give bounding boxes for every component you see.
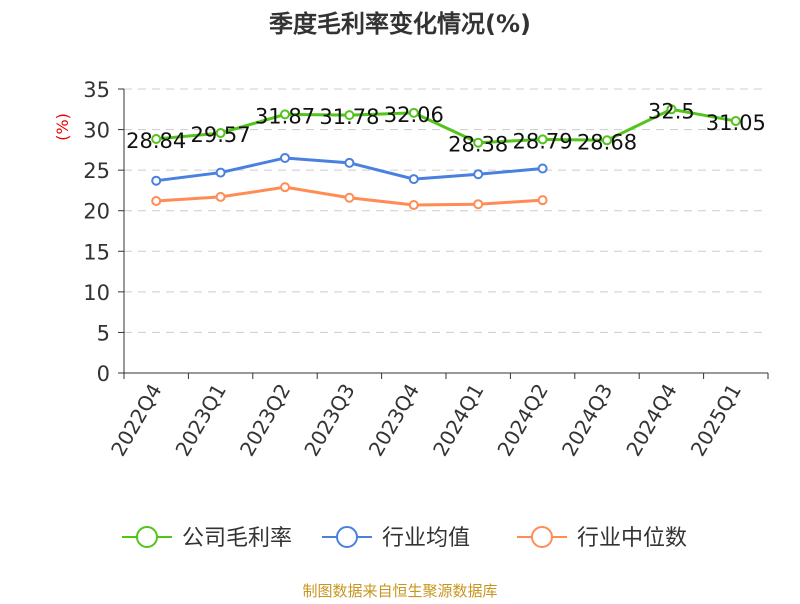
footer-source: 制图数据来自恒生聚源数据库: [302, 582, 497, 600]
data-point[interactable]: [151, 133, 162, 144]
x-tick-label: 2023Q1: [170, 380, 230, 461]
x-tick-label: 2023Q2: [235, 380, 295, 461]
legend-marker[interactable]: [336, 526, 358, 548]
data-point[interactable]: [473, 199, 484, 210]
y-tick-label: 20: [83, 200, 110, 224]
data-point[interactable]: [537, 163, 548, 174]
data-point[interactable]: [473, 169, 484, 180]
x-tick-label: 2024Q2: [492, 380, 552, 461]
data-label: 32.5: [648, 99, 695, 123]
x-tick-label: 2022Q4: [106, 380, 166, 461]
data-label: 28.84: [126, 129, 186, 153]
data-point[interactable]: [344, 192, 355, 203]
data-point[interactable]: [408, 200, 419, 211]
data-point[interactable]: [537, 134, 548, 145]
y-tick-label: 5: [97, 321, 110, 345]
data-point[interactable]: [408, 107, 419, 118]
data-point[interactable]: [151, 195, 162, 206]
x-tick-label: 2024Q4: [621, 380, 681, 461]
data-point[interactable]: [602, 135, 612, 146]
y-axis-label: (%): [53, 113, 72, 141]
legend-label[interactable]: 行业均值: [382, 526, 470, 551]
series-line: [156, 107, 737, 145]
data-point[interactable]: [280, 182, 290, 193]
data-point[interactable]: [215, 191, 226, 202]
data-label: 32.06: [384, 103, 444, 127]
data-point[interactable]: [215, 167, 226, 178]
data-label: 29.57: [191, 123, 251, 147]
legend-marker[interactable]: [531, 526, 553, 548]
x-tick-label: 2023Q4: [364, 380, 424, 461]
y-tick-label: 30: [83, 119, 110, 143]
data-label: 28.68: [577, 130, 637, 154]
data-label: 28.38: [448, 133, 508, 157]
data-point[interactable]: [344, 110, 355, 121]
data-point[interactable]: [666, 104, 677, 115]
y-tick-label: 35: [83, 78, 110, 102]
data-label: 31.87: [255, 104, 315, 128]
data-point[interactable]: [537, 195, 548, 206]
data-point[interactable]: [473, 137, 484, 148]
y-tick-label: 15: [83, 240, 110, 264]
data-point[interactable]: [215, 128, 226, 139]
data-point[interactable]: [151, 175, 162, 186]
data-label: 31.05: [706, 111, 766, 135]
data-label: 31.78: [319, 105, 379, 129]
data-point[interactable]: [280, 152, 290, 163]
data-label: 28.79: [513, 129, 573, 153]
x-tick-label: 2024Q3: [557, 380, 617, 461]
y-tick-label: 0: [97, 362, 110, 386]
x-tick-label: 2025Q1: [686, 380, 746, 461]
legend-label[interactable]: 行业中位数: [577, 526, 687, 551]
x-tick-label: 2024Q1: [428, 380, 488, 461]
data-point[interactable]: [730, 116, 741, 127]
data-point[interactable]: [344, 157, 355, 168]
y-tick-label: 10: [83, 281, 110, 305]
chart-title: 季度毛利率变化情况(%): [269, 10, 531, 38]
x-tick-label: 2023Q3: [299, 380, 359, 461]
y-tick-label: 25: [83, 159, 110, 183]
legend-marker[interactable]: [136, 526, 158, 548]
data-point[interactable]: [280, 109, 290, 120]
legend-label[interactable]: 公司毛利率: [182, 526, 292, 551]
data-point[interactable]: [408, 174, 419, 185]
